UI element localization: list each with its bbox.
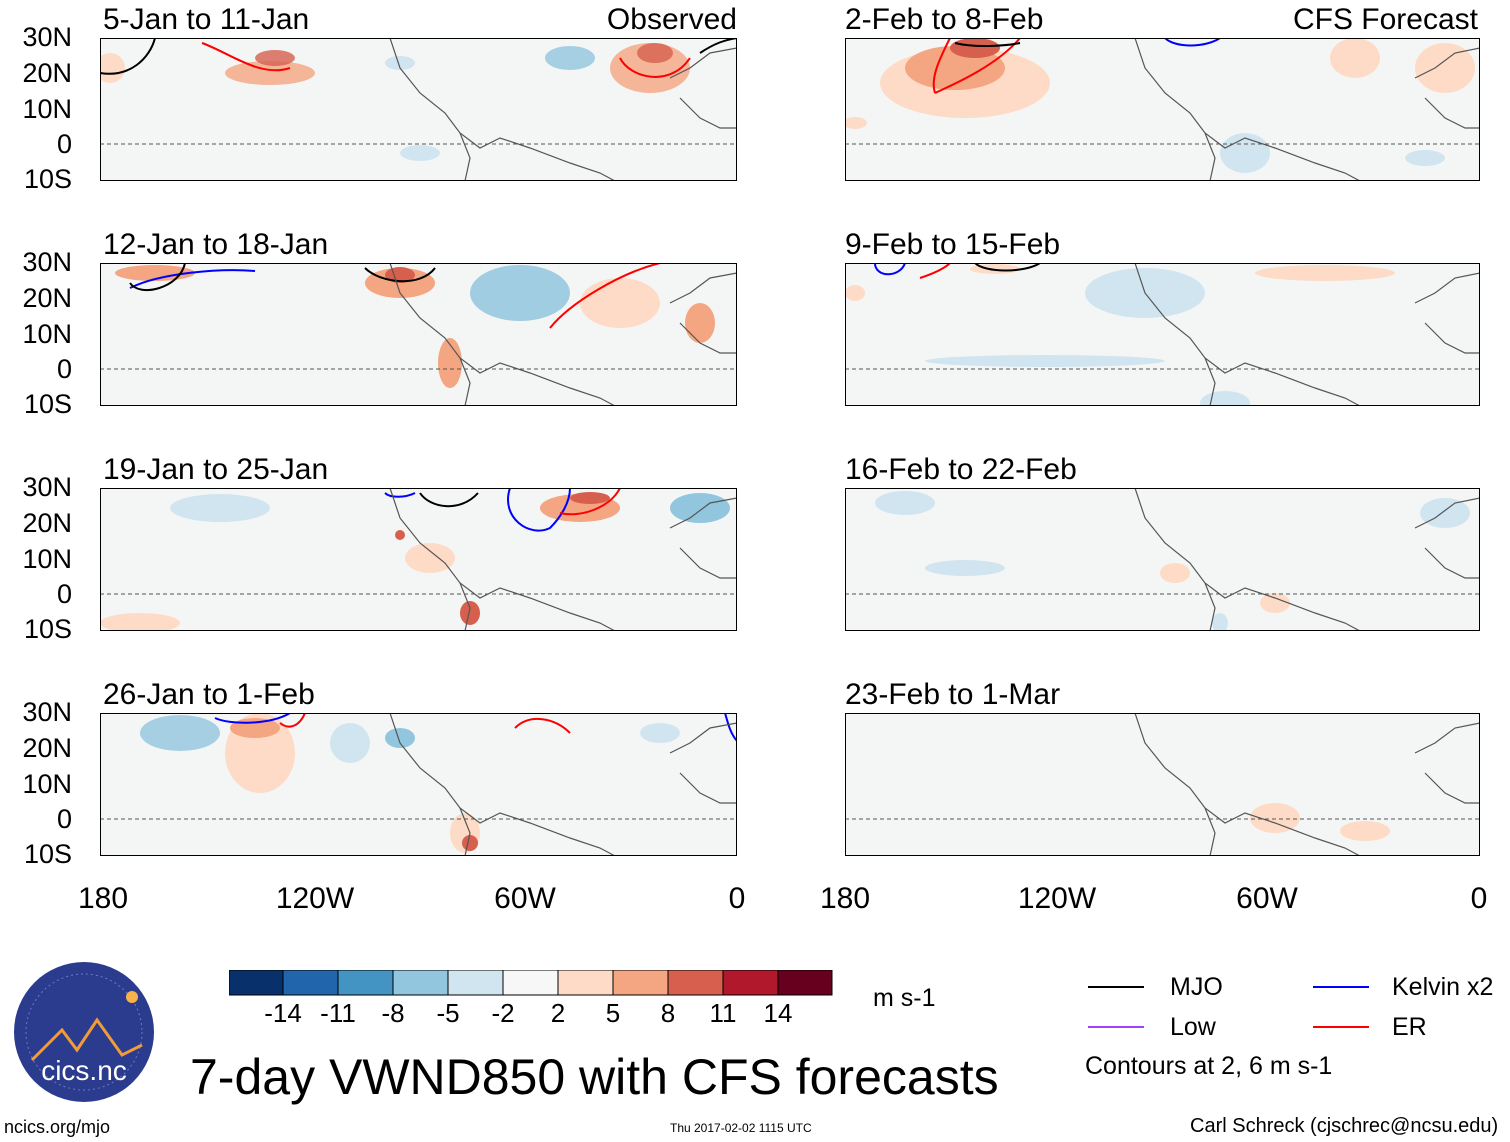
lat-tick: 10N [22,769,72,799]
colorbar-bar [229,970,833,996]
lat-tick: 0 [56,579,72,609]
panel-title: 16-Feb to 22-Feb [845,453,1077,486]
lon-tick: 0 [1470,882,1488,915]
legend-label: Low [1170,1013,1216,1041]
lat-tick: 0 [56,804,72,834]
map-area [100,713,737,856]
legend-line-low [1088,1026,1144,1028]
legend-line-kelvin [1313,986,1369,988]
panel-title: 9-Feb to 15-Feb [845,228,1061,261]
colorbar-label: 5 [605,998,621,1028]
footer-author: Carl Schreck (cjschrec@ncsu.edu) [1190,1115,1499,1137]
lat-tick: 0 [56,129,72,159]
colorbar-label: -11 [320,998,356,1028]
panel-title: 19-Jan to 25-Jan [103,453,329,486]
lat-tick: 10S [23,614,72,644]
lat-tick: 0 [56,354,72,384]
lat-tick: 30N [22,472,72,502]
panel-tag-cfs-forecast: CFS Forecast [1292,3,1478,36]
map-area [845,263,1480,406]
footer-url: ncics.org/mjo [4,1117,111,1137]
lat-tick: 10S [23,389,72,419]
lat-tick: 10N [22,544,72,574]
cics-logo: cics.nc [14,962,154,1102]
colorbar-label: -14 [264,998,302,1028]
lat-tick: 20N [22,283,72,313]
logo-text: cics.nc [41,1055,127,1086]
lat-tick: 20N [22,733,72,763]
panel-title: 23-Feb to 1-Mar [845,678,1061,711]
legend-label: Kelvin x2 [1392,973,1494,1001]
colorbar-label: 14 [763,998,793,1028]
lat-tick: 30N [22,22,72,52]
lon-tick: 0 [728,882,746,915]
map-area [845,488,1480,631]
colorbar-label: 2 [550,998,566,1028]
panel-title: 26-Jan to 1-Feb [103,678,315,711]
map-area [845,713,1480,856]
map-area [100,263,737,406]
lon-tick: 60W [494,882,556,915]
lon-tick: 120W [1017,882,1097,915]
map-area [100,488,737,631]
lon-tick: 180 [819,882,871,915]
panel-title: 5-Jan to 11-Jan [103,3,310,36]
lon-tick: 120W [275,882,355,915]
lon-tick: 60W [1236,882,1298,915]
lat-tick: 20N [22,58,72,88]
colorbar-label: -8 [381,998,405,1028]
panel-tag-observed: Observed [606,3,737,36]
contour-note: Contours at 2, 6 m s-1 [1085,1052,1333,1080]
lat-tick: 30N [22,247,72,277]
footer-timestamp: Thu 2017-02-02 1115 UTC [670,1121,812,1135]
legend-label: ER [1392,1013,1427,1041]
lon-tick: 180 [77,882,129,915]
lat-tick: 10S [23,164,72,194]
colorbar-label: -2 [491,998,515,1028]
panel-title: 2-Feb to 8-Feb [845,3,1044,36]
lat-tick: 10S [23,839,72,869]
map-area [845,38,1480,181]
lat-tick: 10N [22,94,72,124]
lat-tick: 30N [22,697,72,727]
map-area [100,38,737,181]
legend-label: MJO [1170,973,1223,1001]
panel-title: 12-Jan to 18-Jan [103,228,329,261]
lat-tick: 20N [22,508,72,538]
figure-title: 7-day VWND850 with CFS forecasts [190,1049,999,1105]
colorbar-units: m s-1 [873,984,936,1012]
lat-tick: 10N [22,319,72,349]
colorbar-label: 11 [709,998,737,1028]
legend-line-er [1313,1026,1369,1028]
legend-line-mjo [1088,986,1144,988]
colorbar-label: 8 [660,998,676,1028]
colorbar-label: -5 [436,998,460,1028]
